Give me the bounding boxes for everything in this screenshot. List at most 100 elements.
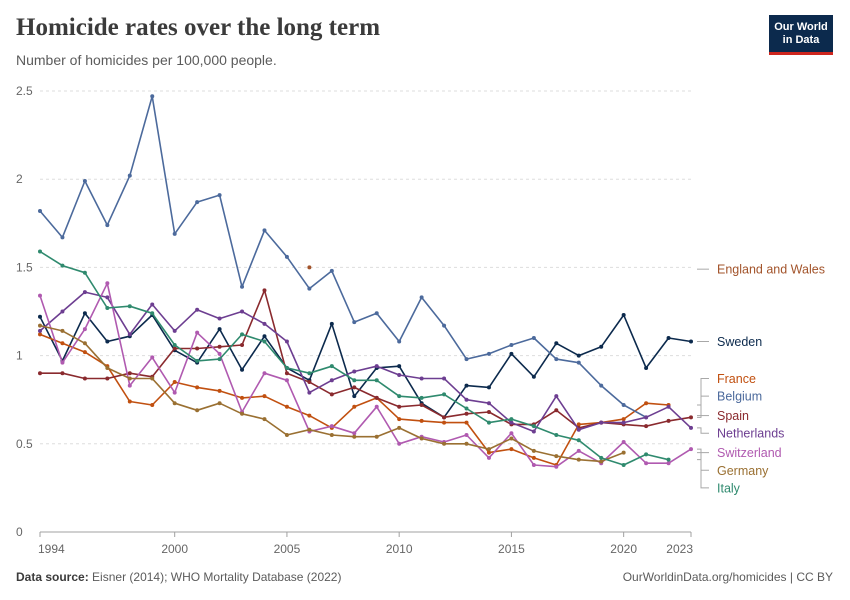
data-point — [262, 417, 267, 422]
data-point — [60, 263, 65, 268]
data-point — [240, 284, 245, 289]
source-link[interactable]: OurWorldinData.org/homicides | CC BY — [622, 570, 833, 584]
data-point — [464, 397, 469, 402]
label-connector — [697, 452, 709, 471]
data-point — [284, 254, 289, 259]
data-point — [284, 432, 289, 437]
series-label: Spain — [717, 409, 749, 423]
data-point — [127, 173, 132, 178]
data-point — [509, 417, 514, 422]
data-point — [38, 323, 42, 328]
data-point — [531, 335, 536, 340]
data-point — [172, 390, 177, 395]
series-label: Netherlands — [717, 427, 784, 441]
data-point — [442, 323, 447, 328]
data-point — [554, 394, 559, 399]
data-point — [217, 388, 222, 393]
data-point — [262, 371, 267, 376]
data-point — [262, 339, 267, 344]
data-point — [127, 376, 132, 381]
data-point — [217, 401, 222, 406]
data-point — [352, 434, 357, 439]
data-point — [621, 420, 626, 425]
data-point — [486, 351, 491, 356]
data-point — [195, 385, 200, 390]
y-tick-label: 1 — [16, 349, 23, 363]
data-point — [172, 401, 177, 406]
data-point — [329, 432, 334, 437]
x-tick-label: 2000 — [161, 542, 188, 556]
data-point — [150, 302, 155, 307]
data-point — [195, 346, 200, 351]
data-point — [397, 417, 402, 422]
data-point — [82, 327, 87, 332]
data-point — [419, 402, 424, 407]
data-point — [240, 343, 245, 348]
data-point — [38, 332, 42, 337]
y-tick-label: 1.5 — [16, 260, 33, 274]
data-point — [217, 327, 222, 332]
data-point — [240, 395, 245, 400]
data-point — [554, 341, 559, 346]
series-label: Sweden — [717, 335, 762, 349]
data-point — [127, 332, 132, 337]
data-point — [576, 422, 581, 427]
data-point — [172, 231, 177, 236]
data-point — [442, 415, 447, 420]
data-source: Data source: Eisner (2014); WHO Mortalit… — [16, 570, 341, 584]
data-point — [307, 427, 312, 432]
data-point — [531, 448, 536, 453]
x-tick-label: 2015 — [498, 542, 525, 556]
data-point — [262, 334, 267, 339]
logo-line-2: in Data — [782, 33, 820, 46]
data-point — [666, 404, 671, 409]
data-point — [374, 434, 379, 439]
data-point — [307, 371, 312, 376]
data-point — [554, 408, 559, 413]
data-point — [486, 401, 491, 406]
label-connector — [697, 427, 709, 434]
data-point — [621, 417, 626, 422]
data-point — [464, 406, 469, 411]
data-point — [554, 357, 559, 362]
data-point — [240, 332, 245, 337]
data-point — [307, 265, 312, 270]
x-tick-label: 2010 — [386, 542, 413, 556]
data-point — [397, 404, 402, 409]
data-point — [60, 341, 65, 346]
data-point — [352, 369, 357, 374]
data-point — [554, 454, 559, 459]
data-point — [486, 385, 491, 390]
data-point — [195, 307, 200, 312]
data-point — [352, 378, 357, 383]
owid-logo[interactable]: Our World in Data — [769, 15, 833, 55]
data-point — [262, 228, 267, 233]
data-point — [486, 450, 491, 455]
data-point — [689, 425, 693, 430]
data-point — [644, 401, 649, 406]
data-point — [60, 360, 65, 365]
data-point — [172, 380, 177, 385]
chart-subtitle: Number of homicides per 100,000 people. — [16, 52, 277, 68]
data-point — [60, 328, 65, 333]
data-point — [150, 376, 155, 381]
data-point — [442, 441, 447, 446]
data-point — [307, 286, 312, 291]
label-connector — [697, 395, 709, 418]
data-point — [621, 450, 626, 455]
line-chart: 0 0.5 1 1.5 2 2.5 1994 2000 2005 2010 2015 2020 2023… — [16, 84, 825, 556]
data-point — [38, 371, 42, 376]
data-point — [240, 367, 245, 372]
data-point — [172, 328, 177, 333]
y-tick-label: 0 — [16, 525, 23, 539]
data-point — [307, 380, 312, 385]
data-point — [576, 438, 581, 443]
label-connector — [697, 459, 709, 489]
data-point — [397, 394, 402, 399]
data-point — [419, 418, 424, 423]
data-point — [374, 395, 379, 400]
data-point — [531, 429, 536, 434]
label-connector — [697, 448, 709, 454]
data-point — [127, 399, 132, 404]
data-point — [666, 457, 671, 462]
